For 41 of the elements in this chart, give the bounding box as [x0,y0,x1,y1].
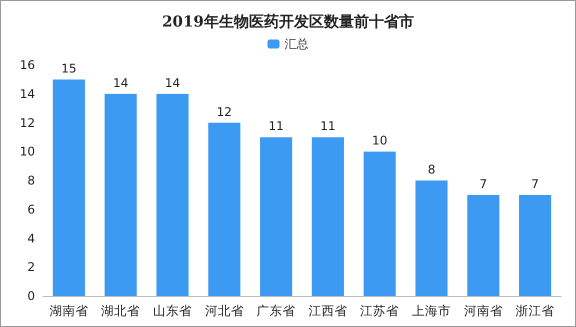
y-tick-label: 12 [20,116,35,130]
x-tick-label: 湖南省 [49,303,88,318]
bar [312,137,344,296]
y-tick-label: 6 [27,202,35,216]
data-label: 11 [268,119,284,134]
x-tick-label: 上海市 [412,303,451,318]
y-tick-label: 10 [20,144,35,159]
data-label: 14 [113,76,128,90]
data-label: 15 [61,61,77,76]
bar [467,194,500,296]
x-tick-label: 浙江省 [516,303,555,318]
bar [260,137,292,296]
x-tick-label: 广东省 [256,303,296,318]
y-tick-label: 0 [27,289,35,303]
chart-title: 2019年生物医药开发区数量前十省市 [162,12,414,30]
data-label: 14 [164,76,180,90]
y-tick-label: 14 [20,86,35,101]
bar [156,94,189,296]
data-label: 12 [216,104,232,119]
y-tick-label: 8 [27,174,35,188]
x-tick-label: 河北省 [204,303,244,318]
bar [364,152,396,296]
x-tick-label: 河南省 [464,303,503,318]
data-label: 7 [479,176,488,191]
y-tick-label: 4 [27,231,35,246]
x-tick-label: 江西省 [308,303,348,318]
x-tick-label: 湖北省 [101,303,140,318]
bar [415,180,448,296]
x-tick-label: 山东省 [153,303,192,318]
bar [52,79,85,296]
legend-label: 汇总 [284,37,308,51]
x-tick-label: 江苏省 [360,303,400,318]
y-tick-label: 2 [27,260,35,274]
data-label: 11 [320,119,336,134]
bar [208,122,240,296]
bar [104,94,137,296]
data-label: 10 [372,134,388,148]
y-tick-label: 16 [20,58,35,72]
bar [519,194,552,296]
data-label: 8 [428,162,436,176]
data-label: 7 [531,176,539,191]
